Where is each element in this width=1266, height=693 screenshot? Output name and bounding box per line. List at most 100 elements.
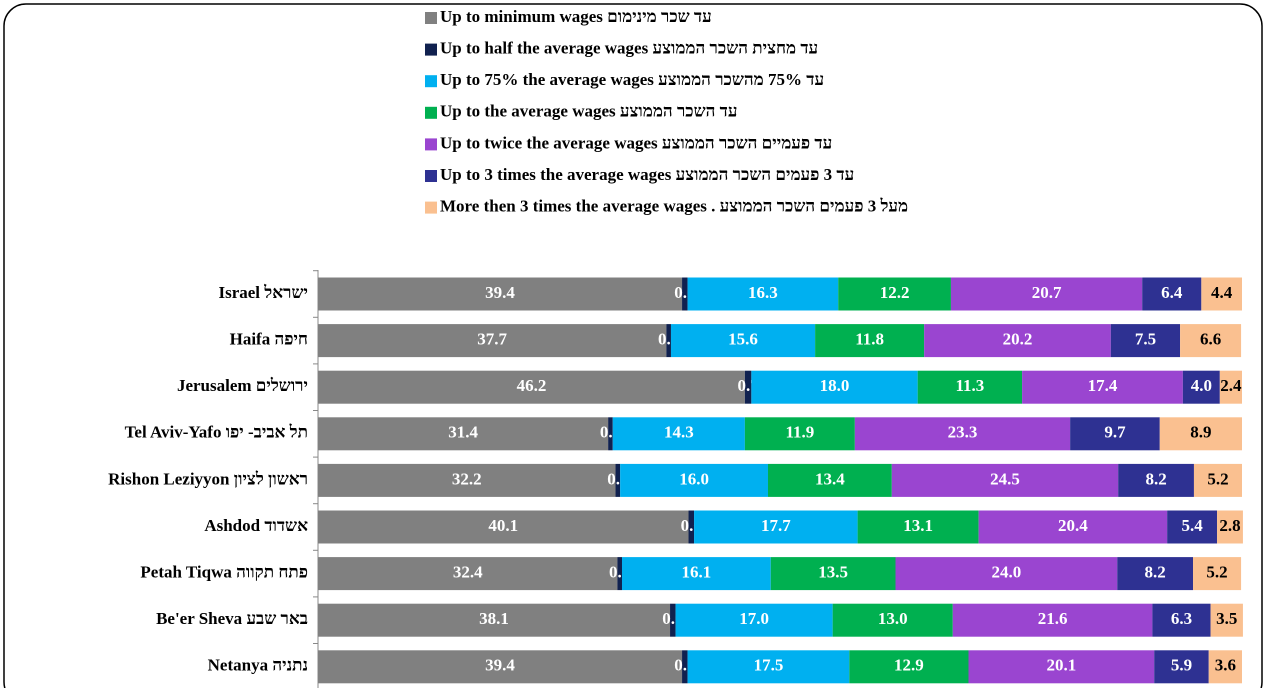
bar-segment bbox=[751, 370, 918, 404]
value-label: 2.8 bbox=[1219, 516, 1240, 535]
bar-segment bbox=[838, 277, 951, 311]
value-label: 32.4 bbox=[453, 563, 483, 582]
value-label: 24.5 bbox=[990, 469, 1020, 488]
bar-segment bbox=[318, 650, 683, 684]
bar-segment bbox=[767, 463, 892, 497]
bar-segment bbox=[1070, 417, 1160, 451]
category-label: Israel ישראל bbox=[218, 283, 308, 302]
value-label: 16.0 bbox=[679, 469, 709, 488]
value-label: 20.1 bbox=[1046, 656, 1076, 675]
bar-segment bbox=[1118, 463, 1194, 497]
value-label: 40.1 bbox=[488, 516, 518, 535]
bar-segment bbox=[1159, 417, 1242, 451]
legend-label: Up to the average wages עד השכר הממוצע bbox=[440, 102, 737, 121]
value-label: 14.3 bbox=[664, 423, 694, 442]
value-label: 3.6 bbox=[1215, 656, 1236, 675]
bar-segment bbox=[688, 510, 695, 544]
bar-segment bbox=[318, 277, 683, 311]
value-label: 24.0 bbox=[992, 563, 1022, 582]
value-label: 4.0 bbox=[1191, 376, 1212, 395]
value-label: 5.9 bbox=[1171, 656, 1192, 675]
bar-segment bbox=[744, 417, 855, 451]
value-label: 23.3 bbox=[948, 423, 978, 442]
bar-segment bbox=[318, 603, 671, 637]
bar-segment bbox=[318, 370, 745, 404]
bar-segment bbox=[675, 603, 833, 637]
bar-segment bbox=[608, 417, 613, 451]
bar-segment bbox=[1193, 463, 1242, 497]
bar-segment bbox=[744, 370, 752, 404]
bar-segment bbox=[318, 417, 609, 451]
bar-segment bbox=[857, 510, 979, 544]
bar-segment bbox=[895, 557, 1118, 591]
bar-segment bbox=[1167, 510, 1218, 544]
bar-segment bbox=[682, 650, 688, 684]
value-label: 18.0 bbox=[820, 376, 850, 395]
bar-segment bbox=[770, 557, 896, 591]
legend-swatch bbox=[425, 138, 437, 151]
bar-segment bbox=[1110, 324, 1181, 358]
value-label: 3.5 bbox=[1216, 609, 1237, 628]
value-label: 20.4 bbox=[1058, 516, 1088, 535]
value-label: 20.2 bbox=[1003, 330, 1033, 349]
value-label: 38.1 bbox=[479, 609, 509, 628]
legend-label: Up to minimum wages עד שכר מינימום bbox=[440, 7, 712, 26]
legend-label: Up to twice the average wages עד פעמיים … bbox=[440, 133, 832, 152]
value-label: 5.2 bbox=[1207, 469, 1228, 488]
value-label: 11.3 bbox=[955, 376, 984, 395]
bar-segment bbox=[615, 463, 621, 497]
bar-segment bbox=[1210, 603, 1243, 637]
bar-segment bbox=[318, 510, 689, 544]
bar-segment bbox=[854, 417, 1071, 451]
legend-label: Up to half the average wages עד מחצית הש… bbox=[440, 39, 818, 58]
bar-segment bbox=[1154, 650, 1209, 684]
value-label: 5.2 bbox=[1206, 563, 1227, 582]
value-label: 32.2 bbox=[452, 469, 482, 488]
bar-segment bbox=[318, 324, 667, 358]
value-label: 13.5 bbox=[818, 563, 848, 582]
value-label: 4.4 bbox=[1211, 283, 1233, 302]
bar-segment bbox=[849, 650, 969, 684]
value-label: 13.0 bbox=[878, 609, 908, 628]
value-label: 37.7 bbox=[477, 330, 507, 349]
value-label: 6.3 bbox=[1171, 609, 1192, 628]
category-label: Ashdod אשדוד bbox=[204, 516, 308, 535]
value-label: 11.8 bbox=[855, 330, 884, 349]
value-label: 13.1 bbox=[903, 516, 933, 535]
bar-segment bbox=[1217, 510, 1243, 544]
value-label: 7.5 bbox=[1135, 330, 1156, 349]
category-label: Haifa חיפה bbox=[230, 330, 308, 349]
bar-segment bbox=[978, 510, 1168, 544]
bar-segment bbox=[1208, 650, 1242, 684]
legend-swatch bbox=[425, 12, 437, 24]
value-label: 16.3 bbox=[748, 283, 778, 302]
value-label: 20.7 bbox=[1032, 283, 1062, 302]
value-label: 6.4 bbox=[1161, 283, 1183, 302]
bar-segment bbox=[1142, 277, 1202, 311]
bar-segment bbox=[1117, 557, 1194, 591]
category-label: Petah Tiqwa פתח תקווה bbox=[140, 563, 308, 582]
value-label: 6.6 bbox=[1200, 330, 1221, 349]
bar-segment bbox=[617, 557, 622, 591]
bar-segment bbox=[687, 650, 850, 684]
bar-segment bbox=[694, 510, 858, 544]
value-label: 8.9 bbox=[1190, 423, 1211, 442]
value-label: 39.4 bbox=[485, 283, 515, 302]
legend-label: More then 3 times the average wages . מע… bbox=[440, 197, 908, 216]
legend-label: Up to 3 times the average wages עד 3 פעמ… bbox=[440, 165, 854, 184]
value-label: 17.0 bbox=[739, 609, 769, 628]
bar-segment bbox=[1022, 370, 1183, 404]
value-label: 9.7 bbox=[1104, 423, 1126, 442]
legend-swatch bbox=[425, 43, 437, 56]
value-label: 17.5 bbox=[754, 656, 784, 675]
value-label: 31.4 bbox=[448, 423, 478, 442]
bar-segment bbox=[1182, 370, 1220, 404]
value-label: 15.6 bbox=[728, 330, 758, 349]
legend-label: Up to 75% the average wages עד 75% מהשכר… bbox=[440, 70, 824, 89]
category-label: Rishon Leziyyon ראשון לציון bbox=[108, 469, 308, 488]
value-label: 39.4 bbox=[485, 656, 515, 675]
bar-segment bbox=[832, 603, 953, 637]
bar-segment bbox=[950, 277, 1143, 311]
bar-segment bbox=[666, 324, 671, 358]
